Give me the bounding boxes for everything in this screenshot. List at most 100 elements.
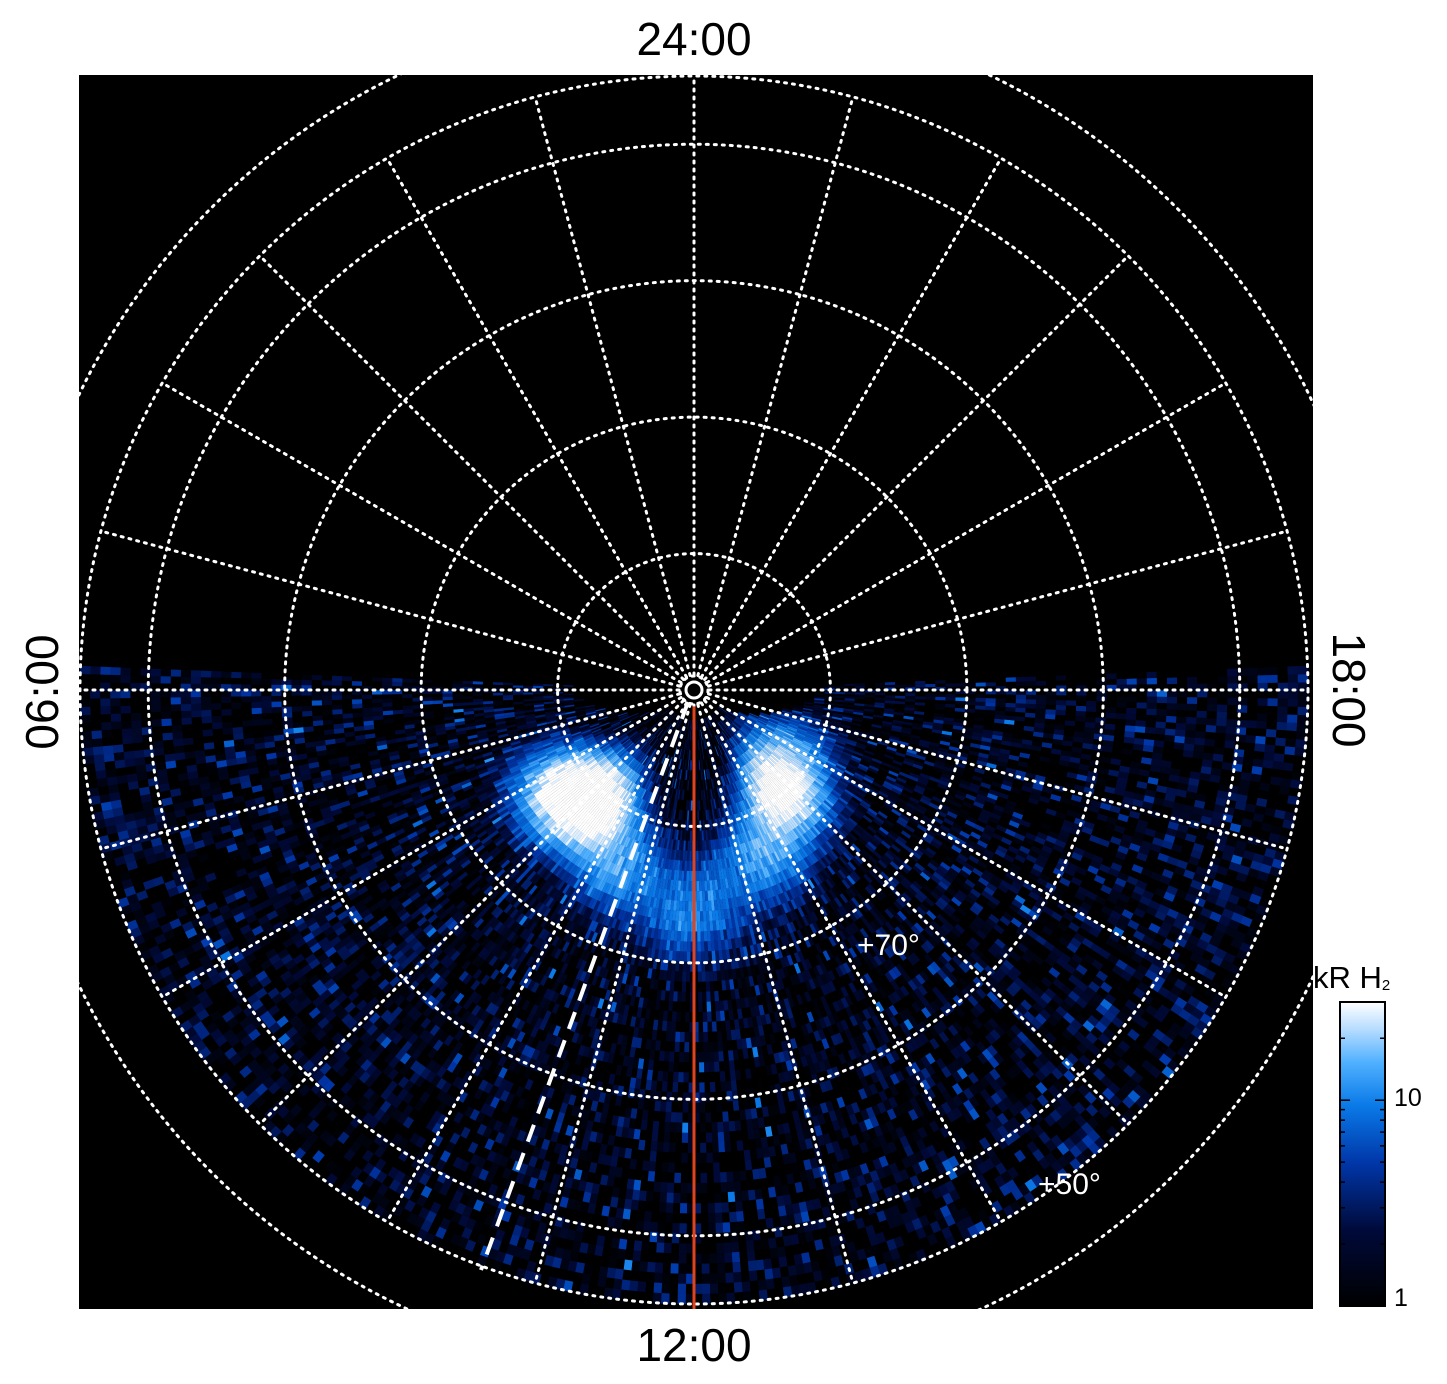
heatmap-cell [120, 797, 132, 808]
heatmap-cell [160, 676, 171, 684]
heatmap-cell [191, 723, 203, 732]
heatmap-cell [94, 762, 106, 772]
heatmap-cell [184, 806, 196, 816]
heatmap-cell [392, 705, 403, 711]
heatmap-cell [351, 703, 363, 709]
heatmap-cell [217, 766, 229, 775]
heatmap-cell [251, 784, 263, 794]
heatmap-cell [245, 755, 257, 764]
heatmap-cell [331, 699, 343, 706]
heatmap-cell [422, 682, 433, 687]
heatmap-cell [311, 690, 322, 696]
heatmap-cell [251, 672, 262, 679]
heatmap-cell [482, 698, 494, 702]
heatmap-cell [496, 725, 507, 731]
heatmap-cell [224, 746, 236, 754]
heatmap-cell [361, 698, 373, 704]
heatmap-cell [404, 724, 415, 730]
heatmap-cell [255, 754, 267, 762]
heatmap-cell [90, 714, 102, 724]
heatmap-cell [382, 702, 393, 708]
heatmap-cell [134, 757, 146, 767]
heatmap-cell [414, 722, 425, 729]
heatmap-cell [403, 716, 414, 722]
heatmap-cell [586, 712, 597, 717]
heatmap-cell [483, 711, 495, 716]
heatmap-cell [381, 694, 393, 699]
heatmap-cell [281, 679, 292, 686]
heatmap-cell [128, 788, 141, 798]
heatmap-cell [463, 708, 474, 713]
heatmap-cell [400, 760, 412, 767]
heatmap-cell [512, 682, 524, 686]
heatmap-cell [151, 719, 162, 728]
heatmap-cell [485, 725, 497, 730]
heatmap-cell [200, 670, 212, 678]
heatmap-cell [456, 733, 468, 739]
heatmap-cell [254, 796, 266, 805]
heatmap-cell [110, 713, 122, 723]
heatmap-cell [310, 771, 322, 780]
heatmap-cell [172, 731, 184, 740]
heatmap-cell [110, 674, 121, 684]
heatmap-cell [362, 707, 373, 713]
heatmap-cell [190, 670, 202, 678]
heatmap-cell [180, 690, 191, 698]
heatmap-cell [120, 667, 131, 676]
heatmap-cell [407, 742, 419, 749]
heatmap-cell [261, 690, 272, 697]
heatmap-cell [235, 757, 248, 765]
heatmap-cell [504, 716, 516, 721]
heatmap-cell [241, 786, 253, 796]
heatmap-cell [307, 756, 319, 764]
heatmap-cell [585, 708, 596, 713]
heatmap-cell [97, 785, 110, 796]
heatmap-cell [265, 752, 277, 760]
heatmap-cell [291, 695, 302, 702]
heatmap-cell [485, 722, 496, 727]
heatmap-cell [503, 704, 514, 709]
heatmap-cell [130, 697, 141, 706]
heatmap-cell [290, 776, 302, 784]
heatmap-cell [221, 709, 232, 716]
heatmap-cell [423, 718, 435, 724]
heatmap-cell [378, 752, 390, 760]
heatmap-cell [433, 710, 444, 715]
heatmap-cell [172, 738, 184, 747]
heatmap-cell [190, 690, 201, 698]
heatmap-cell [93, 754, 105, 764]
heatmap-cell [321, 695, 332, 701]
heatmap-cell [472, 690, 483, 694]
heatmap-cell [465, 725, 477, 731]
heatmap-cell [409, 753, 421, 761]
heatmap-cell [482, 700, 494, 705]
heatmap-cell [130, 705, 141, 714]
heatmap-cell [236, 763, 249, 771]
heatmap-cell [595, 708, 606, 712]
heatmap-cell [543, 701, 554, 705]
heatmap-cell [110, 705, 121, 715]
heatmap-cell [434, 723, 446, 729]
heatmap-cell [261, 701, 272, 708]
heatmap-cell [534, 714, 546, 719]
heatmap-cell [230, 690, 242, 697]
heatmap-cell [239, 775, 251, 784]
heatmap-cell [80, 714, 91, 724]
heatmap-cell [525, 718, 536, 723]
heatmap-cell [90, 803, 103, 814]
heatmap-cell [114, 759, 126, 769]
heatmap-cell [151, 726, 163, 735]
heatmap-cell [492, 692, 503, 696]
heatmap-cell [443, 709, 454, 714]
heatmap-cell [517, 728, 529, 734]
heatmap-cell [357, 752, 369, 759]
heatmap-cell [100, 721, 112, 731]
heatmap-cell [86, 779, 99, 790]
heatmap-cell [429, 749, 441, 756]
heatmap-cell [482, 695, 493, 699]
heatmap-cell [392, 713, 404, 719]
heatmap-cell [342, 708, 353, 715]
heatmap-cell [390, 762, 402, 770]
heatmap-cell [453, 715, 465, 720]
heatmap-cell [544, 707, 555, 711]
